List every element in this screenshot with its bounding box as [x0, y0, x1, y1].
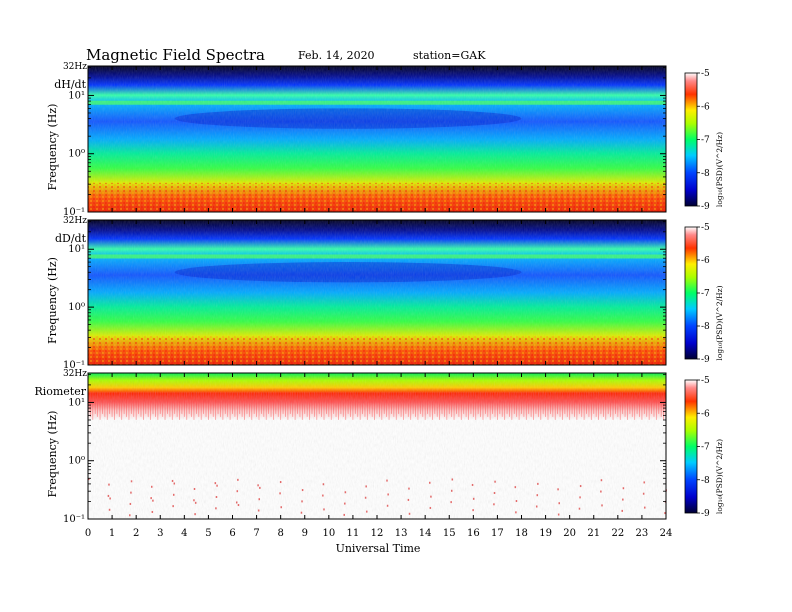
colorbar-tick-label: -7 [701, 289, 710, 299]
colorbar-tick-label: -5 [701, 376, 710, 386]
colorbar-tick-label: -7 [701, 136, 710, 146]
colorbar-tick-label: -6 [701, 102, 710, 112]
panel-2: 10⁻¹ 10⁰ 10¹ 32Hz dD/dt Frequency (Hz) -5 -6 -7 -… [46, 216, 724, 371]
colorbar-tick-label: -9 [701, 202, 710, 212]
x-tick-label: 22 [611, 528, 624, 539]
y-tick-label: 10⁻¹ [63, 207, 85, 218]
y-tick-label: 10⁰ [68, 149, 85, 160]
colorbar-tick-label: -9 [701, 355, 710, 365]
colorbar-tick-label: -7 [701, 443, 710, 453]
figure-title: Magnetic Field Spectra [86, 46, 265, 64]
colorbar-tick-label: -5 [701, 69, 710, 79]
y-tick-label: 10⁰ [68, 456, 85, 467]
x-tick-label: 7 [253, 528, 259, 539]
y-tick-label: 10¹ [68, 244, 85, 255]
colorbar-tick-label: -6 [701, 409, 710, 419]
colorbar-tick-label: -8 [701, 476, 710, 486]
panels-group: 10⁻¹ 10⁰ 10¹ 32Hz dH/dt Frequency (Hz) -5 -6 -7 -… [34, 62, 724, 525]
x-tick-label: 20 [563, 528, 576, 539]
x-tick-label: 4 [181, 528, 187, 539]
colorbar-tick-label: -5 [701, 223, 710, 233]
colorbar [684, 72, 698, 207]
x-tick-label: 19 [539, 528, 552, 539]
x-tick-label: 16 [467, 528, 480, 539]
y-axis-label: Frequency (Hz) [46, 411, 59, 498]
x-tick-label: 13 [395, 528, 408, 539]
x-tick-label: 10 [322, 528, 335, 539]
colorbar [684, 226, 698, 360]
x-axis-ticks: 0 1 2 3 4 5 6 7 8 9 10 11 12 13 14 15 16 17 18 19 20 21 22 23 24 [85, 528, 673, 539]
colorbar-tick-label: -9 [701, 509, 710, 519]
colorbar-label: log₁₀(PSD)(V^2/Hz) [715, 439, 724, 514]
y-axis-label: Frequency (Hz) [46, 257, 59, 344]
y-tick-label: 10¹ [68, 397, 85, 408]
x-tick-label: 11 [347, 528, 360, 539]
spectrogram-noise [88, 373, 666, 519]
top-frequency-label: 32Hz [63, 369, 87, 379]
station-label: station=GAK [413, 49, 486, 62]
y-tick-label: 10⁻¹ [63, 360, 85, 371]
colorbar-tick-label: -8 [701, 169, 710, 179]
colorbar-tick-label: -8 [701, 322, 710, 332]
x-tick-label: 5 [205, 528, 211, 539]
x-tick-label: 14 [419, 528, 432, 539]
x-axis-label: Universal Time [336, 542, 421, 555]
y-tick-label: 10¹ [68, 90, 85, 101]
colorbar-label: log₁₀(PSD)(V^2/Hz) [715, 132, 724, 207]
x-tick-label: 1 [109, 528, 115, 539]
spectrogram-noise [88, 66, 666, 212]
x-tick-label: 17 [491, 528, 504, 539]
x-tick-label: 2 [133, 528, 139, 539]
x-tick-label: 8 [277, 528, 283, 539]
y-tick-label: 10⁻¹ [63, 514, 85, 525]
x-tick-label: 18 [515, 528, 528, 539]
panel-1: 10⁻¹ 10⁰ 10¹ 32Hz dH/dt Frequency (Hz) -5 -6 -7 -… [46, 62, 724, 218]
panel-label: dH/dt [54, 78, 86, 91]
panel-label: dD/dt [55, 232, 87, 245]
colorbar-tick-label: -6 [701, 256, 710, 266]
x-tick-label: 15 [443, 528, 456, 539]
colorbar [684, 379, 698, 514]
spectrogram-noise [88, 220, 666, 365]
x-tick-label: 3 [157, 528, 163, 539]
x-tick-label: 24 [660, 528, 673, 539]
top-frequency-label: 32Hz [63, 216, 87, 226]
x-tick-label: 12 [371, 528, 384, 539]
date-label: Feb. 14, 2020 [298, 49, 375, 62]
x-tick-label: 6 [229, 528, 235, 539]
y-tick-label: 10⁰ [68, 302, 85, 313]
panel-3: 10⁻¹ 10⁰ 10¹ 32Hz Riometer Frequency (Hz) -5 -6… [34, 369, 724, 525]
x-tick-label: 23 [636, 528, 649, 539]
top-frequency-label: 32Hz [63, 62, 87, 72]
x-tick-label: 0 [85, 528, 91, 539]
x-tick-label: 21 [587, 528, 600, 539]
colorbar-label: log₁₀(PSD)(V^2/Hz) [715, 285, 724, 360]
panel-label: Riometer [34, 385, 86, 398]
x-tick-label: 9 [302, 528, 308, 539]
y-axis-label: Frequency (Hz) [46, 104, 59, 191]
